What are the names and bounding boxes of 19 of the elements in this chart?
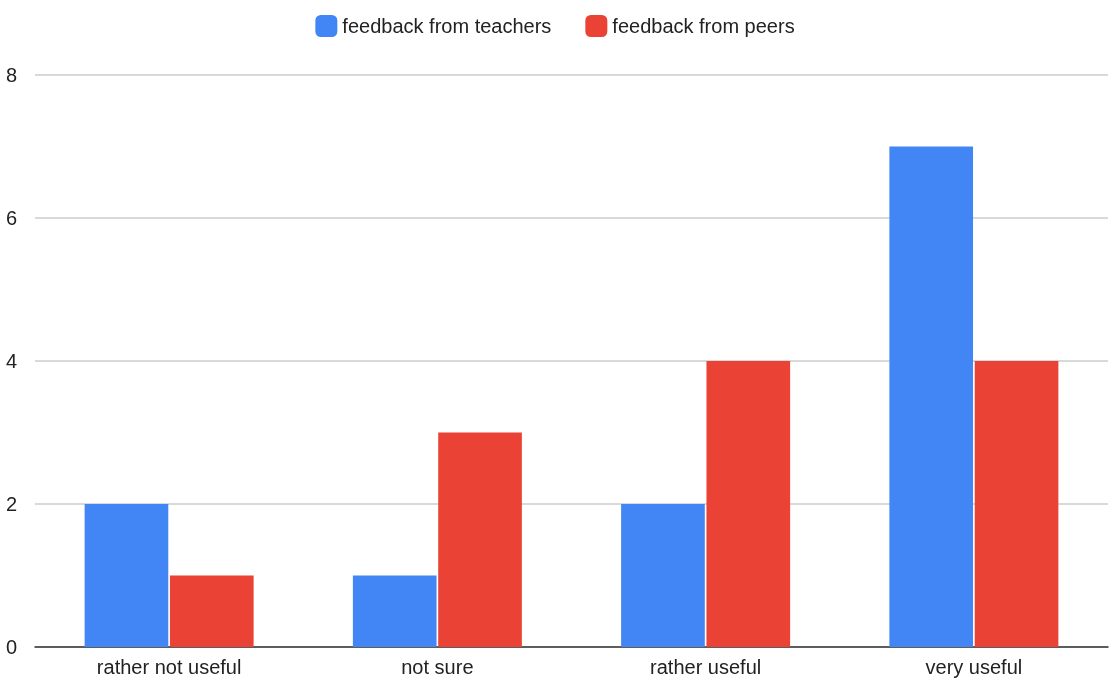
bar <box>84 504 169 647</box>
bar <box>706 361 791 647</box>
y-tick-label: 6 <box>5 207 17 229</box>
y-tick-label: 8 <box>5 64 17 86</box>
x-tick-label: very useful <box>925 656 1023 678</box>
x-tick-label: rather not useful <box>96 656 242 678</box>
x-tick-label: rather useful <box>650 656 762 678</box>
bar <box>438 432 522 647</box>
legend-label: feedback from teachers <box>342 15 552 37</box>
bar <box>621 504 705 647</box>
bar <box>352 575 437 647</box>
y-tick-label: 4 <box>5 350 17 372</box>
bar <box>169 575 254 647</box>
bar <box>889 146 974 647</box>
y-tick-label: 2 <box>5 493 17 515</box>
bar <box>974 361 1059 647</box>
legend-label: feedback from peers <box>612 15 795 37</box>
y-tick-label: 0 <box>5 636 17 658</box>
x-tick-label: not sure <box>401 656 474 678</box>
